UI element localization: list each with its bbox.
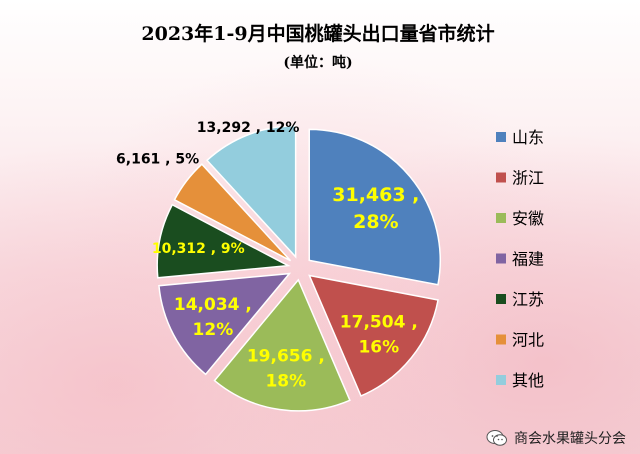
pie-slice-1 [308,128,441,286]
slice-value-label-4: 14,034 , [174,295,252,315]
legend-swatch-3 [496,213,506,223]
pie-slice-7 [205,125,297,259]
pie-slice-2 [308,274,439,397]
legend-swatch-5 [496,294,506,304]
watermark-text: 商会水果罐头分会 [514,431,626,447]
pie-slice-4 [158,272,292,376]
chart-title: 2023年1-9月中国桃罐头出口量省市统计 [141,22,494,45]
legend-label-3: 安徽 [512,209,544,228]
wechat-icon [486,429,508,447]
slice-value-label-3: 19,656 , [247,346,325,366]
watermark: 商会水果罐头分会 [486,428,626,448]
legend-label-4: 福建 [512,250,544,269]
legend-label-5: 江苏 [512,290,544,309]
legend-swatch-4 [496,253,506,264]
legend-label-2: 浙江 [512,169,544,188]
pie-slice-5 [156,203,291,279]
legend-label-6: 河北 [512,331,544,350]
legend-label-1: 山东 [512,128,544,147]
slice-percent-label-2: 16% [358,337,399,357]
slice-label-6: 6,161 , 5% [116,151,199,167]
slice-percent-label-3: 18% [265,371,306,391]
slice-label-7: 13,292 , 12% [197,120,300,136]
slice-percent-label-4: 12% [193,320,234,340]
slice-percent-label-1: 28% [353,211,398,233]
slice-value-label-1: 31,463 , [332,184,419,206]
legend-swatch-1 [496,132,506,142]
legend-label-7: 其他 [512,371,544,390]
legend-swatch-2 [496,172,506,183]
slice-value-label-2: 17,504 , [340,312,418,332]
legend-swatch-6 [496,334,506,345]
chart-subtitle: (单位：吨) [283,54,352,71]
pie-slice-3 [213,278,351,412]
legend-swatch-7 [496,375,506,385]
slice-label-5: 10,312 , 9% [152,241,245,257]
pie-slice-6 [173,163,292,262]
